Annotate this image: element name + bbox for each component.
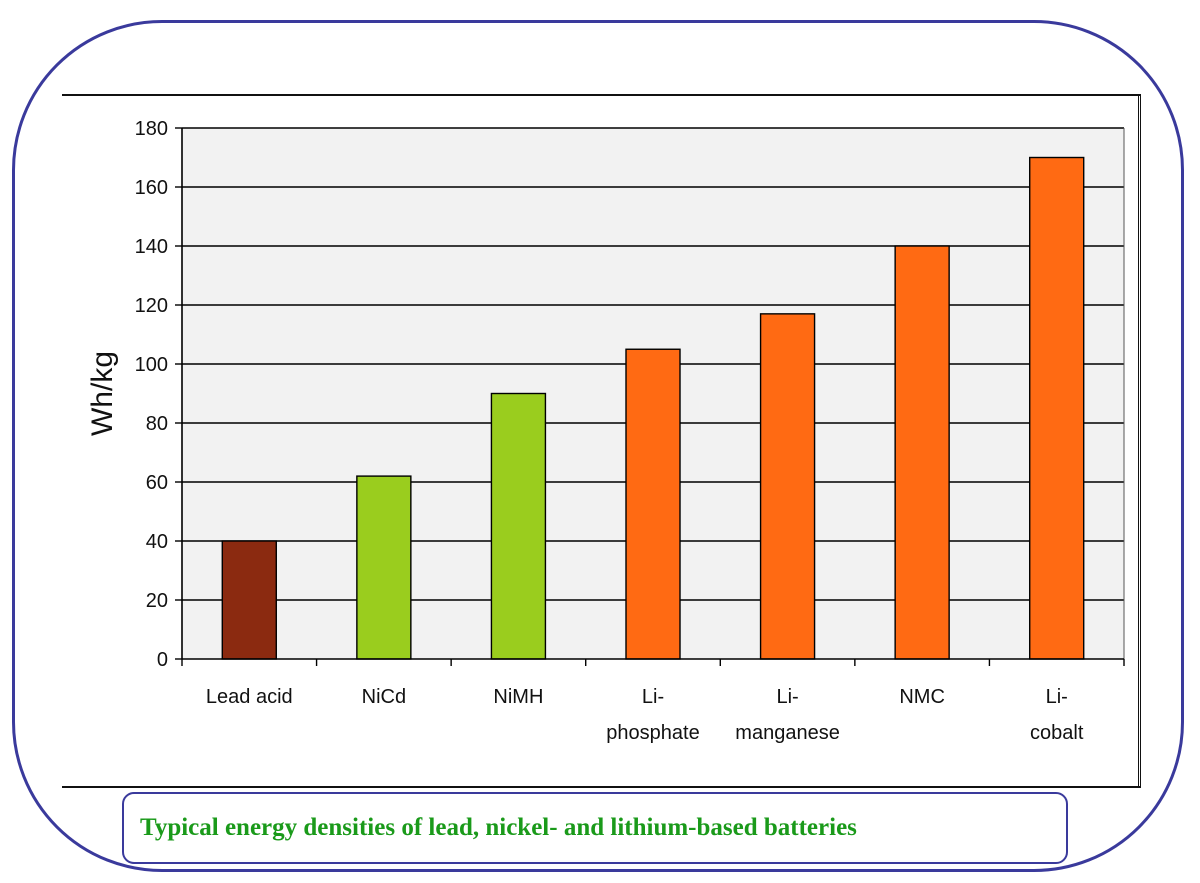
x-tick-label: NMC [899,686,945,708]
right-rule [1138,94,1141,788]
caption-text: Typical energy densities of lead, nickel… [140,814,857,841]
x-tick-labels: Lead acid NiCd NiMH Li-phosphate Li-manganes… [206,686,1084,744]
bar [221,540,277,660]
x-tick-label: NiCd [362,686,406,708]
y-tick-label: 40 [146,531,168,553]
x-tick-label: manganese [735,722,840,744]
bar [356,475,412,660]
bar [490,392,547,660]
y-tick-label: 80 [146,413,168,435]
y-tick-label: 120 [135,295,168,317]
y-tick-label: 20 [146,590,168,612]
caption-box: Typical energy densities of lead, nickel… [122,792,1068,864]
x-tick-label: cobalt [1030,722,1084,744]
y-tick-labels: 0 20 40 60 80 100 120 140 160 180 [135,118,168,671]
y-tick-label: 60 [146,472,168,494]
bar [1029,156,1085,660]
top-rule [62,94,1140,96]
rounded-frame [12,20,1184,872]
bar [894,245,950,660]
x-tick-label: phosphate [606,722,699,744]
y-tick-label: 180 [135,118,168,140]
y-tick-label: 100 [135,354,168,376]
bottom-rule [62,786,1140,788]
x-tick-label: NiMH [493,686,543,708]
axes [175,127,1125,666]
y-tick-label: 0 [157,649,168,671]
x-tick-label: Lead acid [206,686,293,708]
bar [625,348,681,660]
x-tick-label: Li- [642,686,664,708]
y-tick-label: 140 [135,236,168,258]
bar [759,313,816,660]
x-tick-label: Li- [776,686,798,708]
x-tick-label: Li- [1046,686,1068,708]
y-tick-label: 160 [135,177,168,199]
y-axis-label: Wh/kg [86,351,119,436]
